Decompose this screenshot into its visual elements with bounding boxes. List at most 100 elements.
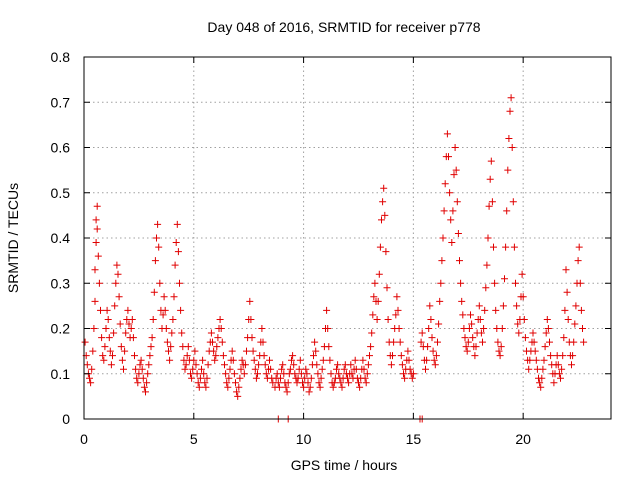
data-point [530, 338, 538, 346]
data-point [447, 216, 455, 224]
data-point [479, 338, 486, 346]
data-point [515, 329, 523, 337]
data-point [538, 374, 546, 382]
data-point [145, 361, 153, 369]
data-point [362, 379, 370, 387]
data-point [525, 365, 533, 373]
data-point [210, 347, 218, 355]
data-point [502, 243, 510, 251]
data-point [504, 166, 512, 174]
data-point [163, 338, 171, 346]
data-point [347, 361, 355, 369]
data-point [462, 343, 470, 351]
data-point [109, 352, 116, 360]
data-point [146, 352, 154, 360]
data-point [574, 257, 582, 265]
data-point [201, 379, 209, 387]
data-point [431, 361, 439, 369]
data-point [88, 365, 96, 373]
data-point [432, 352, 440, 360]
data-point [151, 257, 159, 265]
data-point [173, 220, 181, 228]
data-point [118, 356, 126, 364]
data-point [305, 388, 313, 396]
data-point [389, 352, 396, 360]
data-point [249, 347, 257, 355]
data-point [577, 306, 585, 314]
data-point [392, 311, 400, 319]
data-point [542, 329, 550, 337]
data-point [311, 338, 319, 346]
data-point [458, 297, 466, 305]
data-point [214, 334, 222, 342]
data-point [105, 334, 113, 342]
data-point [191, 347, 199, 355]
data-point [89, 347, 97, 355]
y-axis: 0 0.1 0.2 0.3 0.4 0.5 0.6 0.7 0.8 [51, 49, 611, 427]
data-point [114, 270, 122, 278]
data-point [260, 352, 268, 360]
data-point [139, 374, 147, 382]
data-point [94, 252, 102, 260]
data-point [543, 316, 551, 323]
data-point [375, 270, 383, 278]
data-point [467, 311, 474, 319]
data-point [454, 230, 462, 237]
data-point [255, 361, 263, 369]
data-point [376, 243, 384, 251]
data-point [171, 261, 179, 269]
data-point [174, 248, 182, 256]
data-point [359, 356, 367, 364]
data-point [499, 302, 507, 310]
data-point [430, 356, 438, 364]
data-point [451, 144, 459, 151]
data-point [113, 261, 121, 269]
data-point [563, 288, 571, 296]
data-point [142, 388, 149, 396]
data-point [273, 370, 281, 378]
data-point [539, 365, 547, 373]
data-point [497, 343, 505, 351]
data-point [510, 243, 518, 251]
data-point [572, 302, 580, 310]
data-points [81, 94, 588, 423]
data-point [207, 329, 215, 337]
data-point [290, 361, 298, 369]
data-point [275, 383, 283, 391]
data-point [395, 325, 403, 332]
data-point [448, 239, 456, 246]
data-point [289, 352, 297, 360]
data-point [512, 279, 519, 287]
data-point [129, 334, 137, 342]
data-point [390, 338, 398, 346]
data-point [559, 352, 567, 360]
data-point [93, 225, 101, 233]
data-point [184, 343, 192, 351]
data-point [133, 374, 141, 382]
data-point [116, 320, 124, 328]
data-point [426, 302, 434, 310]
y-tick-label: 0.5 [51, 185, 71, 201]
data-point [495, 347, 503, 355]
data-point [340, 365, 348, 373]
data-point [301, 374, 309, 382]
data-point [183, 352, 191, 360]
data-point [155, 243, 163, 251]
y-axis-label: SRMTID / TECUs [5, 183, 21, 293]
x-tick-label: 20 [515, 431, 531, 447]
data-point [486, 175, 494, 183]
data-point [379, 198, 387, 206]
data-point [181, 365, 189, 373]
data-point [172, 239, 180, 246]
data-point [446, 189, 454, 197]
data-point [526, 356, 534, 364]
data-point [233, 388, 241, 396]
data-point [435, 320, 443, 328]
data-point [485, 202, 493, 210]
data-point [519, 293, 527, 301]
data-point [240, 370, 248, 378]
data-point [463, 347, 471, 355]
data-point [148, 334, 156, 342]
data-point [326, 356, 334, 364]
data-point [461, 334, 469, 342]
